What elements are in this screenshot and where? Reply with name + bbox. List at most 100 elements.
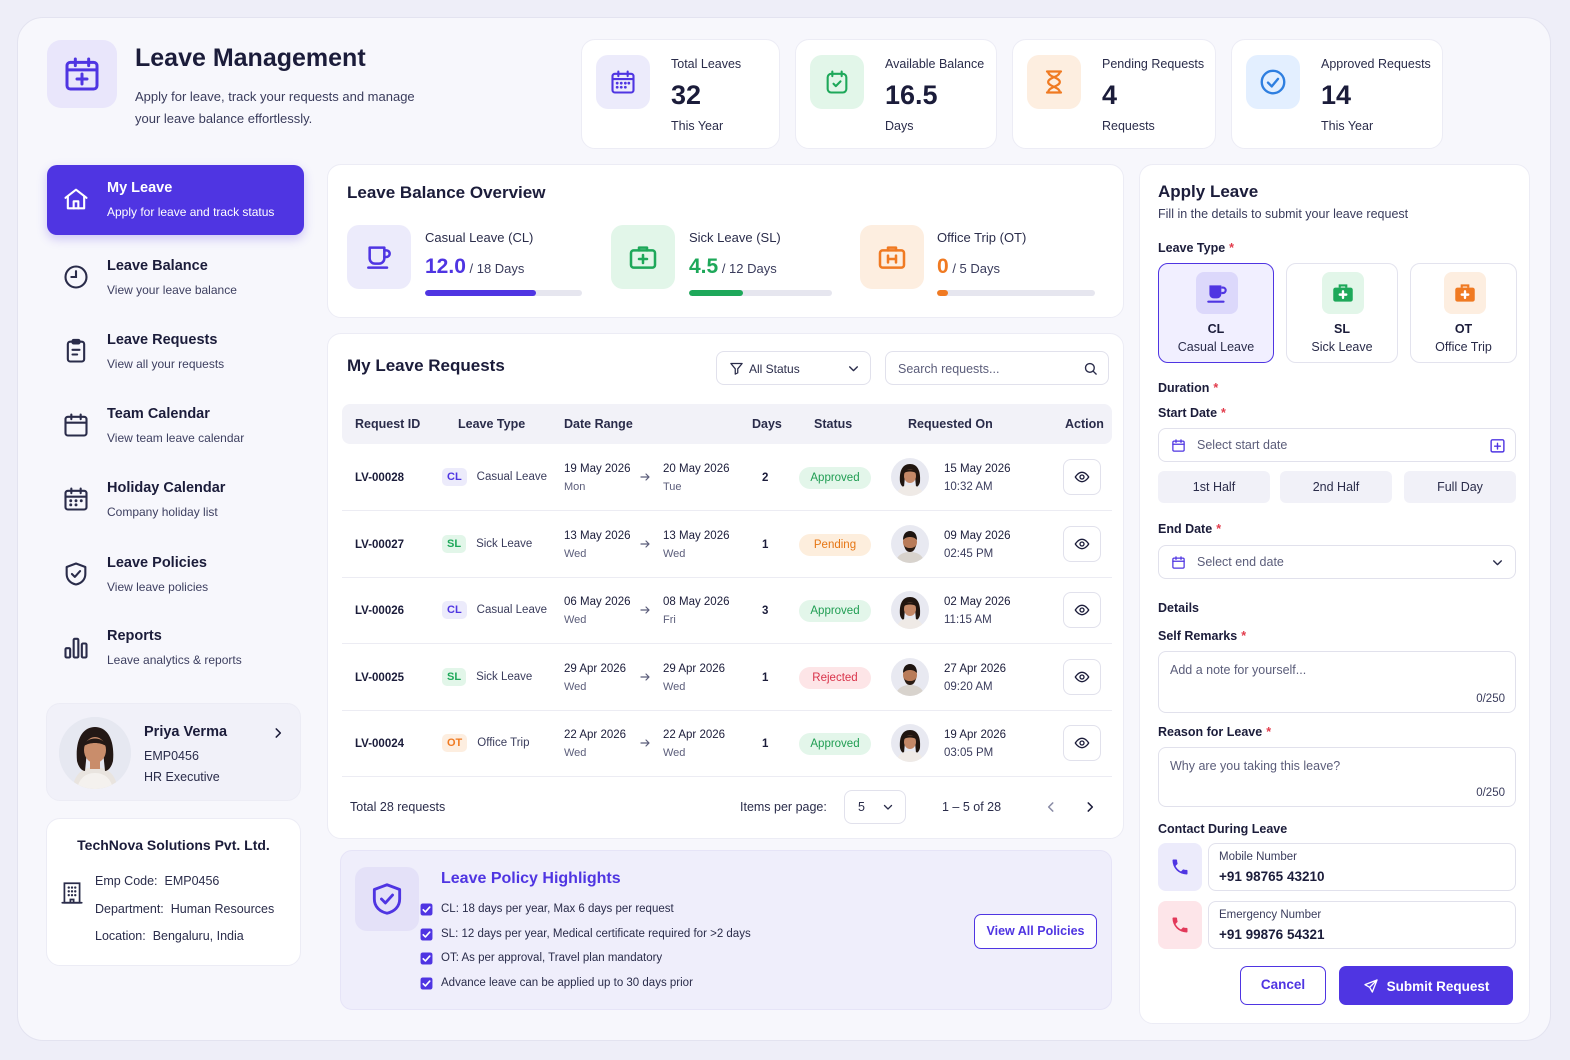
eye-icon	[1074, 469, 1090, 485]
policy-title: Leave Policy Highlights	[441, 870, 621, 887]
column-header: Action	[1065, 417, 1104, 431]
date-from: 22 Apr 2026	[564, 729, 627, 741]
leave-type-badge: SL	[442, 534, 467, 553]
arrow-right-icon	[639, 671, 651, 683]
status-badge: Pending	[799, 533, 871, 556]
leave-type-cell: OT Office Trip	[442, 734, 529, 752]
chevron-right-icon[interactable]	[1083, 800, 1097, 814]
calendar-plus-icon[interactable]	[1489, 437, 1506, 454]
profile-card[interactable]: Priya Verma EMP0456 HR Executive	[46, 703, 301, 801]
chevron-right-icon[interactable]	[271, 725, 285, 741]
balance-progress-fill	[425, 290, 537, 296]
stat-value: 4	[1102, 80, 1118, 110]
checkbox-checked-icon	[420, 903, 433, 916]
reason-textarea[interactable]: Why are you taking this leave? 0/250	[1158, 747, 1516, 807]
table-header: Request ID Leave Type Date Range Days St…	[342, 404, 1112, 444]
calendar-icon	[62, 411, 90, 439]
sidebar-item-title: Leave Policies	[107, 555, 207, 571]
leave-type-option-sl[interactable]: SL Sick Leave	[1286, 263, 1398, 363]
sidebar-item-leave-requests[interactable]: Leave Requests View all your requests	[47, 317, 304, 387]
view-request-button[interactable]	[1063, 592, 1101, 628]
view-request-button[interactable]	[1063, 725, 1101, 761]
my-leave-requests: My Leave Requests All Status Search requ…	[327, 333, 1124, 839]
stat-value: 32	[671, 80, 702, 110]
search-requests-input[interactable]: Search requests...	[885, 351, 1109, 385]
column-header: Request ID	[355, 417, 421, 431]
end-date-label: End Date *	[1158, 522, 1222, 536]
days-count: 1	[762, 738, 769, 750]
table-row: LV-00028 CL Casual Leave 19 May 2026 Mon 20 M…	[342, 444, 1112, 511]
balance-label: Sick Leave (SL)	[689, 230, 781, 245]
view-request-button[interactable]	[1063, 658, 1101, 695]
view-request-button[interactable]	[1063, 525, 1101, 562]
date-from: 06 May 2026	[564, 596, 631, 608]
request-id: LV-00025	[355, 671, 405, 684]
sidebar-item-team-calendar[interactable]: Team Calendar View team leave calendar	[47, 391, 304, 461]
hourglass-icon	[1027, 55, 1081, 109]
leave-type-option-ot[interactable]: OT Office Trip	[1410, 263, 1517, 363]
emergency-number-label: Emergency Number	[1219, 909, 1322, 921]
avatar	[891, 458, 929, 496]
requested-time: 10:32 AM	[944, 481, 993, 493]
emergency-number-field[interactable]: Emergency Number +91 99876 54321	[1208, 901, 1516, 949]
pagination-range: 1 – 5 of 28	[942, 800, 1002, 814]
leave-type-cell: CL Casual Leave	[442, 468, 547, 486]
balance-value: 0 / 5 Days	[937, 255, 1000, 278]
items-per-page-select[interactable]: 5	[844, 790, 906, 824]
self-remarks-textarea[interactable]: Add a note for yourself... 0/250	[1158, 651, 1516, 713]
mobile-number-field[interactable]: Mobile Number +91 98765 43210	[1208, 843, 1516, 891]
start-date-input[interactable]: Select start date	[1158, 428, 1516, 462]
chevron-left-icon[interactable]	[1044, 800, 1058, 814]
calendar-icon	[1171, 555, 1186, 570]
days-count: 1	[762, 538, 769, 551]
leave-type-option-cl[interactable]: CL Casual Leave	[1158, 263, 1274, 363]
sidebar-item-leave-policies[interactable]: Leave Policies View leave policies	[47, 540, 304, 610]
checkbox-checked-icon	[420, 952, 433, 965]
stat-card-pending-requests: Pending Requests 4 Requests	[1012, 39, 1216, 149]
sidebar-item-leave-balance[interactable]: Leave Balance View your leave balance	[47, 243, 304, 313]
calendar-icon	[1171, 438, 1186, 453]
request-id: LV-00026	[355, 605, 405, 617]
details-label: Details	[1158, 601, 1199, 615]
stat-label: Pending Requests	[1102, 57, 1205, 71]
profile-role: HR Executive	[144, 770, 220, 784]
cup-icon	[1196, 272, 1238, 314]
stat-card-approved-requests: Approved Requests 14 This Year	[1231, 39, 1443, 149]
view-all-policies-button[interactable]: View All Policies	[974, 914, 1097, 949]
balance-item-office-trip: Office Trip (OT) 0 / 5 Days	[860, 225, 1100, 296]
sidebar-item-holiday-calendar[interactable]: Holiday Calendar Company holiday list	[47, 465, 304, 535]
requested-time: 02:45 PM	[944, 547, 994, 560]
sidebar-item-desc: View leave policies	[107, 580, 209, 594]
balance-value: 12.0 / 18 Days	[425, 255, 525, 278]
app-logo-calendar-icon	[47, 40, 117, 108]
briefcase-icon	[1444, 272, 1486, 314]
submit-request-button[interactable]: Submit Request	[1339, 966, 1513, 1005]
table-row: LV-00024 OT Office Trip 22 Apr 2026 Wed 22 Ap…	[342, 710, 1112, 777]
view-request-button[interactable]	[1063, 459, 1101, 495]
search-icon[interactable]	[1083, 361, 1098, 376]
mobile-number-label: Mobile Number	[1219, 851, 1297, 863]
sidebar-item-my-leave[interactable]: My Leave Apply for leave and track statu…	[47, 165, 304, 235]
second-half-button[interactable]: 2nd Half	[1280, 471, 1392, 503]
cup-icon	[347, 225, 411, 289]
policy-item: Advance leave can be applied up to 30 da…	[420, 977, 693, 990]
cancel-button[interactable]: Cancel	[1240, 966, 1326, 1005]
column-header: Requested On	[908, 417, 993, 431]
table-row: LV-00025 SL Sick Leave 29 Apr 2026 Wed 29 Apr…	[342, 644, 1112, 711]
date-to: 20 May 2026	[663, 463, 730, 475]
avatar	[59, 717, 131, 789]
table-row: LV-00026 CL Casual Leave 06 May 2026 Wed 08 M…	[342, 577, 1112, 644]
duration-label: Duration *	[1158, 381, 1219, 395]
sidebar-item-reports[interactable]: Reports Leave analytics & reports	[47, 613, 304, 683]
section-title: Leave Balance Overview	[347, 183, 546, 202]
leave-type-name: Office Trip	[477, 737, 530, 749]
status-filter-select[interactable]: All Status	[716, 351, 871, 385]
first-half-button[interactable]: 1st Half	[1158, 471, 1270, 503]
sidebar-item-desc: Leave analytics & reports	[107, 653, 242, 667]
days-count: 2	[762, 472, 769, 484]
policy-item: CL: 18 days per year, Max 6 days per req…	[420, 903, 674, 916]
avatar	[891, 724, 929, 762]
end-date-select[interactable]: Select end date	[1158, 545, 1516, 579]
full-day-button[interactable]: Full Day	[1404, 471, 1516, 503]
arrow-right-icon	[639, 471, 651, 483]
